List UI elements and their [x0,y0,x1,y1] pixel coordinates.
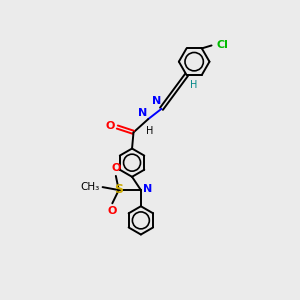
Text: N: N [143,184,152,194]
Text: Cl: Cl [217,40,228,50]
Text: CH₃: CH₃ [80,182,100,192]
Text: H: H [146,126,153,136]
Text: O: O [106,122,115,131]
Text: O: O [108,206,117,216]
Text: H: H [190,80,197,90]
Text: N: N [152,96,161,106]
Text: S: S [114,183,123,196]
Text: N: N [137,108,147,118]
Text: O: O [111,163,121,173]
